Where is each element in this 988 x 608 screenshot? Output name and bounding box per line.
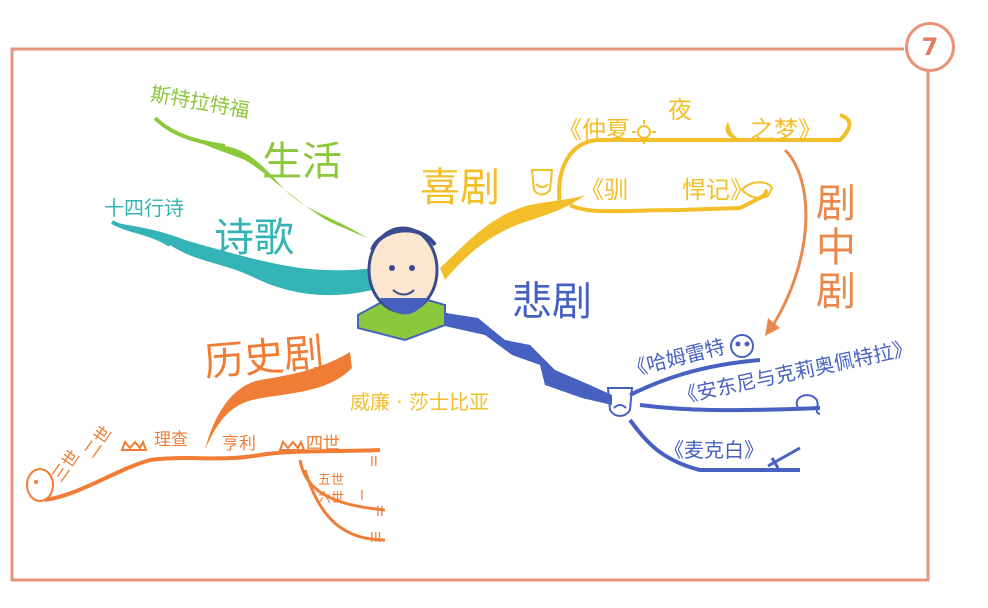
label-shrew-1: 《驯 [580,176,628,204]
label-midsummer-2: 夜 [668,96,692,124]
moon-icon [725,122,738,139]
crown-icon [278,439,306,451]
label-fifth: 五世 [318,473,345,488]
comedy-mask-icon [530,169,554,196]
branch-tragedy [440,312,612,405]
label-fourth: 四世 [306,434,340,454]
sun-icon [632,120,656,144]
comedy-sub-bottom [569,188,768,214]
branch-poetry [112,222,372,296]
label-shrew-2: 悍记》 [682,176,754,204]
history-sub-2 [303,469,386,542]
crown-icon [120,439,148,451]
branch-life-line [153,116,226,148]
label-midsummer-3: 之梦》 [750,116,822,144]
arrow-head [765,318,780,336]
dagger-icon [767,446,801,469]
branch-history [205,352,352,450]
label-numeral-iii: III [370,531,382,546]
center-name: 威廉 · 莎士比亚 [350,390,490,414]
donkey-icon [740,181,774,199]
shakespeare-portrait-icon [357,226,446,342]
branch-poetry-line [111,220,172,247]
label-midsummer-1: 《仲夏 [558,116,630,144]
branch-life [155,118,375,244]
tragedy-sub-2 [639,403,821,413]
tragedy-sub-1 [629,358,761,397]
face-icon [26,468,54,502]
history-sub-1 [298,459,386,512]
label-history: 历史剧 [202,329,326,387]
history-line [44,448,381,502]
label-life: 生活 [262,139,342,185]
skull-icon [730,334,754,358]
tragedy-mask-icon [606,387,634,417]
label-tragedy: 悲剧 [512,279,592,325]
label-sixth: 六世 [318,491,345,506]
label-numeral-ii-a: II [370,455,378,470]
page-number-badge: 7 [905,22,955,72]
snake-icon [795,394,821,415]
label-richard: 理查 [154,430,188,450]
label-henry: 亨利 [222,434,256,454]
label-numeral-i: I [360,489,364,504]
label-numeral-ii-b: II [376,505,384,520]
branch-comedy [440,195,585,280]
comedy-sub-top [557,113,852,206]
label-play-within-play: 剧中剧 [809,182,855,314]
tragedy-sub-3 [628,418,800,472]
label-comedy: 喜剧 [420,165,500,211]
play-within-play-arrow [768,148,808,331]
label-poetry: 诗歌 [214,215,294,261]
page-frame [10,47,930,582]
label-macbeth: 《麦克白》 [664,438,764,462]
label-sonnets: 十四行诗 [104,196,184,220]
